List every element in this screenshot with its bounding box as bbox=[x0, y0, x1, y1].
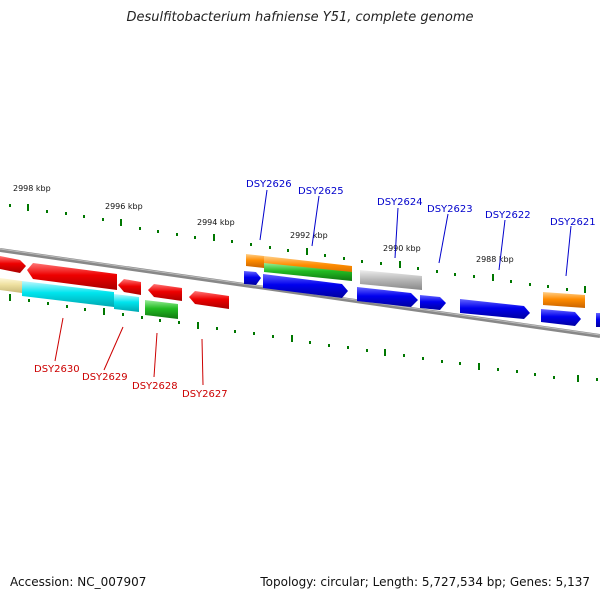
gene-arrow[interactable] bbox=[0, 256, 26, 273]
gene-arrow[interactable] bbox=[118, 279, 141, 295]
gene-arrow[interactable] bbox=[27, 263, 117, 290]
accession-text: Accession: NC_007907 bbox=[10, 575, 147, 589]
gene-arrow[interactable] bbox=[460, 299, 530, 319]
scale-label: 2998 kbp bbox=[13, 184, 51, 193]
top-strand-genes bbox=[0, 254, 585, 308]
gene-arrow[interactable] bbox=[543, 292, 585, 308]
scale-label: 2994 kbp bbox=[197, 218, 235, 227]
forward-strand-genes bbox=[244, 271, 600, 327]
gene-arrow[interactable] bbox=[145, 300, 178, 319]
gene-arrow[interactable] bbox=[420, 295, 446, 310]
scale-label: 2992 kbp bbox=[290, 231, 328, 240]
map-title: Desulfitobacterium hafniense Y51, comple… bbox=[126, 10, 474, 25]
upper-scale-ticks bbox=[9, 204, 586, 293]
bottom-gene-labels: DSY2630 DSY2629 DSY2628 DSY2627 bbox=[34, 317, 228, 400]
reverse-strand-genes bbox=[0, 263, 229, 319]
gene-arrow[interactable] bbox=[0, 278, 22, 293]
gene-label[interactable]: DSY2623 bbox=[427, 204, 473, 215]
scale-label: 2988 kbp bbox=[476, 255, 514, 264]
gene-arrow[interactable] bbox=[244, 271, 261, 285]
top-gene-labels: DSY2626 DSY2625 DSY2624 DSY2623 DSY2622 … bbox=[246, 179, 596, 277]
gene-arrow[interactable] bbox=[360, 270, 422, 290]
genome-summary-text: Topology: circular; Length: 5,727,534 bp… bbox=[260, 575, 590, 589]
gene-arrow[interactable] bbox=[148, 284, 182, 301]
genome-backbone bbox=[0, 248, 600, 338]
gene-arrow[interactable] bbox=[22, 281, 114, 307]
gene-arrow[interactable] bbox=[264, 263, 352, 281]
gene-arrow[interactable] bbox=[541, 309, 581, 326]
gene-label[interactable]: DSY2625 bbox=[298, 186, 344, 197]
gene-label[interactable]: DSY2622 bbox=[485, 210, 531, 221]
gene-label[interactable]: DSY2627 bbox=[182, 389, 228, 400]
gene-arrow[interactable] bbox=[357, 287, 418, 307]
gene-label[interactable]: DSY2621 bbox=[550, 217, 596, 228]
scale-label: 2996 kbp bbox=[105, 202, 143, 211]
gene-label[interactable]: DSY2624 bbox=[377, 197, 423, 208]
gene-label[interactable]: DSY2630 bbox=[34, 364, 80, 375]
scale-label: 2990 kbp bbox=[383, 244, 421, 253]
gene-arrow[interactable] bbox=[246, 254, 264, 268]
gene-label[interactable]: DSY2628 bbox=[132, 381, 178, 392]
gene-arrow[interactable] bbox=[189, 291, 229, 309]
gene-arrow[interactable] bbox=[114, 294, 139, 312]
gene-label[interactable]: DSY2629 bbox=[82, 372, 128, 383]
gene-label[interactable]: DSY2626 bbox=[246, 179, 292, 190]
gene-arrow[interactable] bbox=[596, 313, 600, 327]
lower-scale-ticks bbox=[9, 294, 598, 382]
gene-arrow[interactable] bbox=[263, 274, 348, 298]
